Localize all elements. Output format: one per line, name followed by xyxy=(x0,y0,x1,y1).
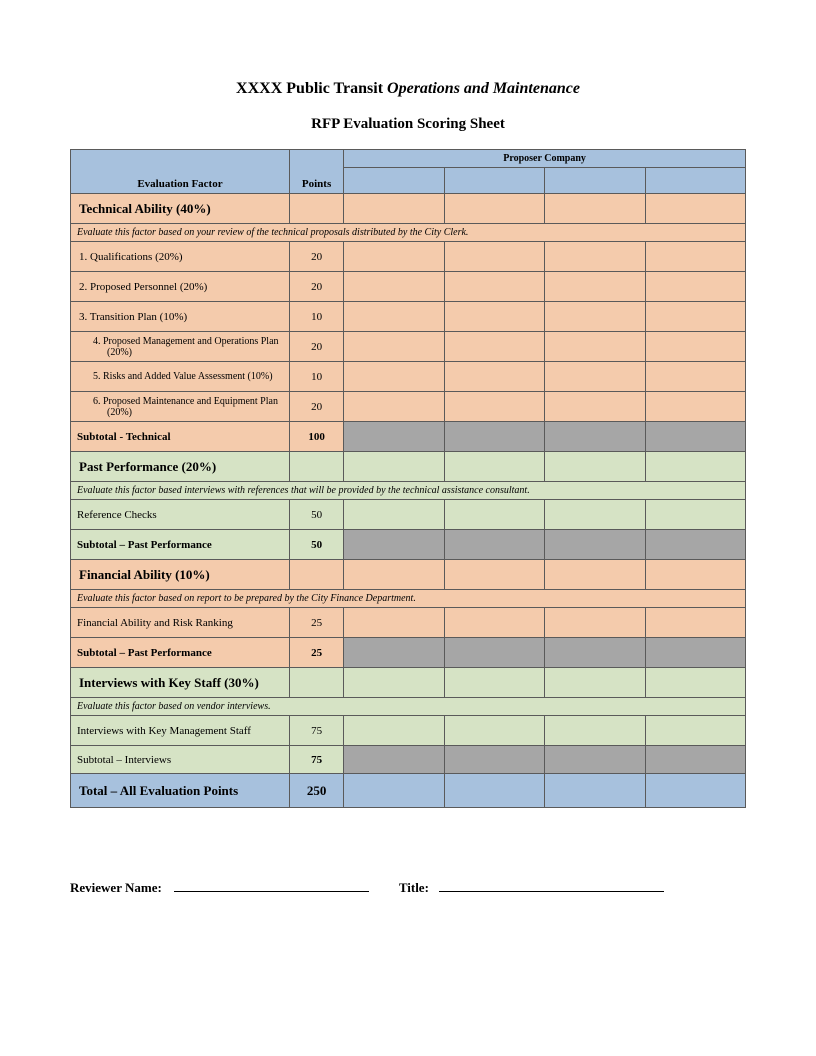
section-int-instr: Evaluate this factor based on vendor int… xyxy=(71,698,746,716)
title-line[interactable] xyxy=(439,878,664,892)
section-past-title: Past Performance (20%) xyxy=(71,452,290,482)
title-italic: Operations and Maintenance xyxy=(387,80,580,97)
tech-pts-2: 20 xyxy=(289,272,343,302)
page-title: XXXX Public Transit Operations and Maint… xyxy=(70,80,746,98)
scoring-table: Evaluation Factor Points Proposer Compan… xyxy=(70,149,746,808)
title-label: Title: xyxy=(399,878,664,896)
section-int-title: Interviews with Key Staff (30%) xyxy=(71,668,290,698)
int-subtotal-pts: 75 xyxy=(289,746,343,774)
tech-pts-6: 20 xyxy=(289,392,343,422)
fin-row-1: Financial Ability and Risk Ranking xyxy=(71,608,290,638)
title-prefix: XXXX Public Transit xyxy=(236,80,387,97)
tech-subtotal-label: Subtotal - Technical xyxy=(71,422,290,452)
proposer-col-4 xyxy=(645,168,746,194)
past-subtotal-pts: 50 xyxy=(289,530,343,560)
int-subtotal-label: Subtotal – Interviews xyxy=(71,746,290,774)
int-pts-1: 75 xyxy=(289,716,343,746)
tech-pts-4: 20 xyxy=(289,332,343,362)
col-eval-factor: Evaluation Factor xyxy=(71,150,290,194)
page-subtitle: RFP Evaluation Scoring Sheet xyxy=(70,116,746,133)
fin-subtotal-label: Subtotal – Past Performance xyxy=(71,638,290,668)
past-row-1: Reference Checks xyxy=(71,500,290,530)
past-pts-1: 50 xyxy=(289,500,343,530)
section-fin-instr: Evaluate this factor based on report to … xyxy=(71,590,746,608)
section-tech-instr: Evaluate this factor based on your revie… xyxy=(71,224,746,242)
section-fin-title: Financial Ability (10%) xyxy=(71,560,290,590)
past-subtotal-label: Subtotal – Past Performance xyxy=(71,530,290,560)
tech-pts-5: 10 xyxy=(289,362,343,392)
tech-pts-3: 10 xyxy=(289,302,343,332)
fin-subtotal-pts: 25 xyxy=(289,638,343,668)
total-pts: 250 xyxy=(289,774,343,808)
reviewer-name-label: Reviewer Name: xyxy=(70,878,369,896)
section-past-instr: Evaluate this factor based interviews wi… xyxy=(71,482,746,500)
proposer-col-1 xyxy=(344,168,444,194)
reviewer-name-line[interactable] xyxy=(174,878,369,892)
proposer-col-2 xyxy=(444,168,544,194)
tech-row-5: 5. Risks and Added Value Assessment (10%… xyxy=(71,362,290,392)
col-proposer-company: Proposer Company xyxy=(344,150,746,168)
tech-row-2: 2. Proposed Personnel (20%) xyxy=(71,272,290,302)
tech-row-1: 1. Qualifications (20%) xyxy=(71,242,290,272)
col-points: Points xyxy=(289,150,343,194)
tech-pts-1: 20 xyxy=(289,242,343,272)
tech-subtotal-pts: 100 xyxy=(289,422,343,452)
total-label: Total – All Evaluation Points xyxy=(71,774,290,808)
proposer-col-3 xyxy=(545,168,645,194)
section-tech-title: Technical Ability (40%) xyxy=(71,194,290,224)
signature-area: Reviewer Name: Title: xyxy=(70,878,746,896)
tech-row-4: 4. Proposed Management and Operations Pl… xyxy=(71,332,290,362)
fin-pts-1: 25 xyxy=(289,608,343,638)
int-row-1: Interviews with Key Management Staff xyxy=(71,716,290,746)
tech-row-3: 3. Transition Plan (10%) xyxy=(71,302,290,332)
tech-row-6: 6. Proposed Maintenance and Equipment Pl… xyxy=(71,392,290,422)
